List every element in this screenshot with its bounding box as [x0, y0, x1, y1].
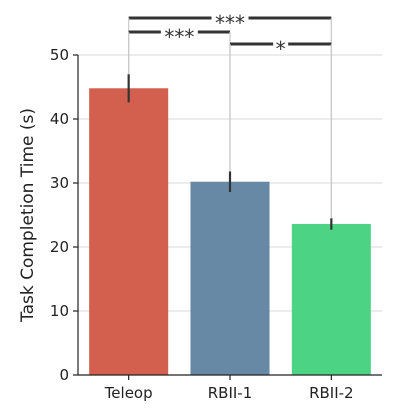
x-tick-label: Teleop [104, 384, 153, 402]
sig-label: * [276, 37, 286, 61]
x-tick-label: RBII-1 [208, 384, 253, 402]
bars [89, 74, 371, 375]
sig-label: *** [164, 25, 194, 49]
bar-rbii-2 [291, 223, 371, 375]
y-tick-label: 50 [50, 46, 69, 64]
sig-label-bg [211, 9, 249, 25]
bar-teleop [89, 88, 169, 375]
axes: 0 10 20 30 40 50 Teleop RBII-1 RBII-2 [50, 46, 382, 402]
y-tick-label: 40 [50, 110, 69, 128]
significance-brackets: ****** * [128, 9, 332, 219]
bar-rbii-1 [190, 181, 270, 375]
sig-label-bg [160, 23, 198, 39]
x-tick-label: RBII-2 [309, 384, 354, 402]
y-tick-label: 20 [50, 238, 69, 256]
y-axis-label: Task Completion Time (s) [18, 108, 38, 323]
sig-label-bg [273, 35, 289, 51]
y-tick-label: 30 [50, 174, 69, 192]
y-tick-label: 0 [59, 366, 69, 384]
y-tick-label: 10 [50, 302, 69, 320]
